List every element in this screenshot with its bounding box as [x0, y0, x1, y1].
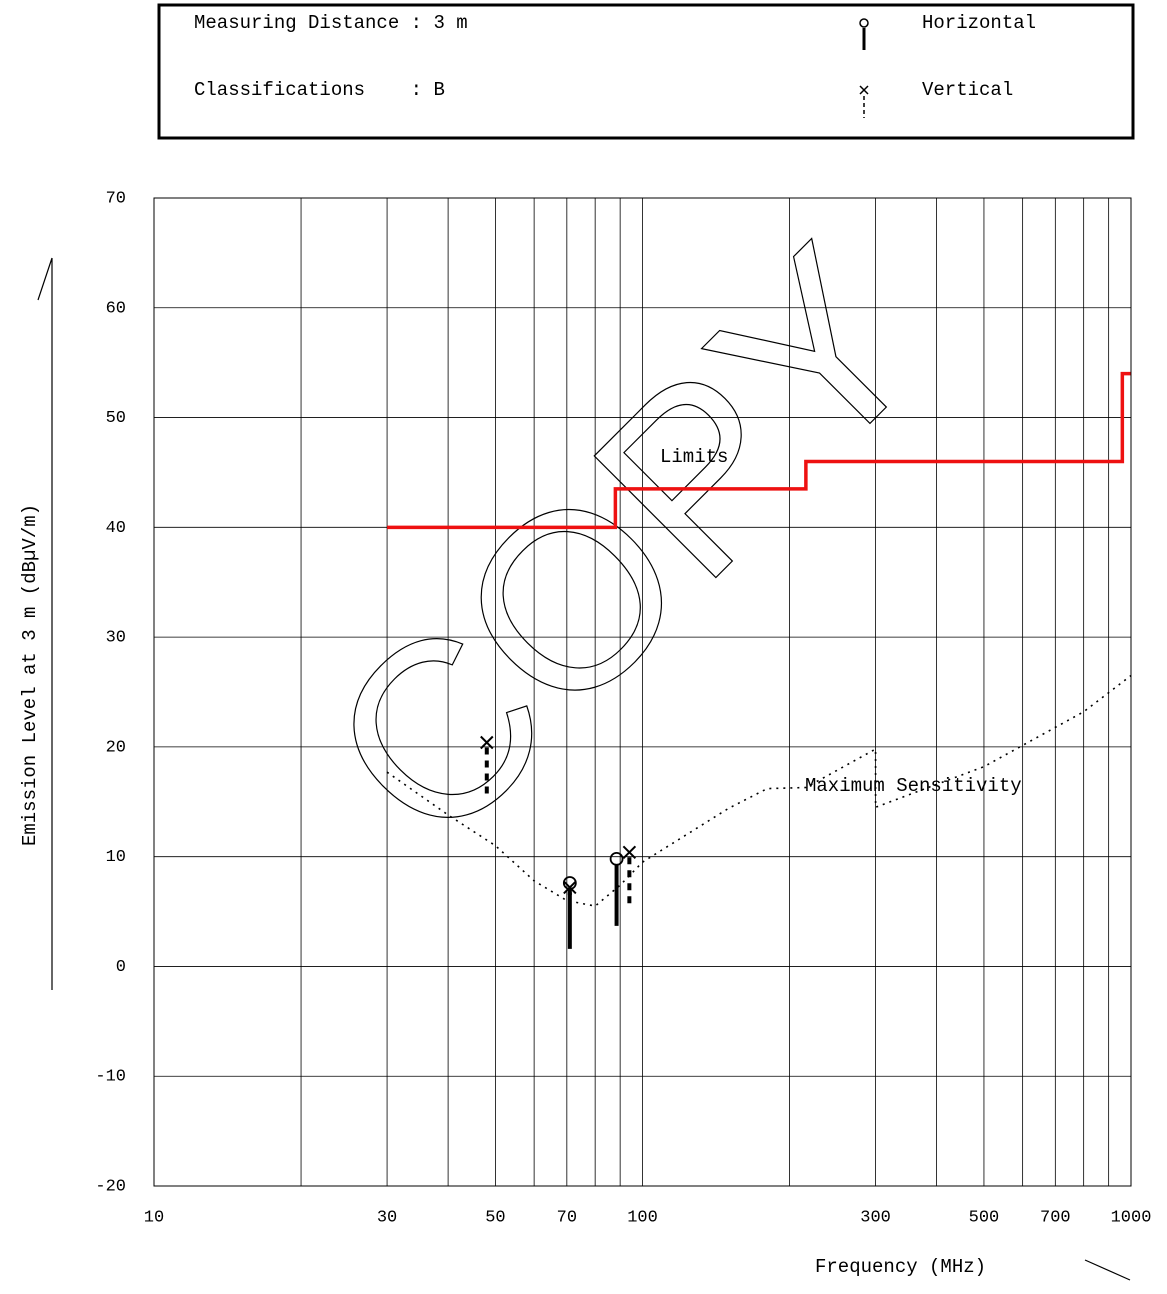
y-tick-label: 30	[106, 629, 126, 648]
x-tick-label: 50	[485, 1208, 505, 1227]
y-tick-label: 50	[106, 409, 126, 428]
y-tick-label: 40	[106, 519, 126, 538]
legend-symbol	[859, 85, 869, 95]
measurement-marker	[562, 876, 577, 890]
x-tick-label: 1000	[1111, 1208, 1152, 1227]
info-text: Classifications : B	[194, 79, 445, 101]
measurement-marker	[609, 851, 624, 866]
x-tick-label: 500	[969, 1208, 1000, 1227]
x-tick-label: 100	[627, 1208, 658, 1227]
measurement-marker	[622, 845, 637, 859]
x-tick-label: 70	[557, 1208, 577, 1227]
legend-symbol	[859, 18, 869, 28]
line-label: Limits	[660, 446, 728, 468]
legend-label: Vertical	[922, 79, 1013, 101]
legend-label: Horizontal	[922, 12, 1036, 34]
y-tick-label: 10	[106, 848, 126, 867]
axis-decoration	[1084, 1259, 1131, 1281]
limit-line	[386, 674, 1132, 907]
y-tick-label: -10	[95, 1068, 126, 1087]
x-tick-label: 10	[144, 1208, 164, 1227]
x-tick-label: 30	[377, 1208, 397, 1227]
measurement-marker	[563, 880, 577, 895]
legend-box	[157, 3, 1135, 140]
info-text: Measuring Distance : 3 m	[194, 12, 468, 34]
x-tick-label: 300	[860, 1208, 891, 1227]
limit-line	[387, 371, 1131, 530]
y-axis-label: Emission Level at 3 m (dBµV/m)	[19, 504, 41, 846]
y-tick-label: 0	[116, 958, 126, 977]
x-axis-label: Frequency (MHz)	[815, 1256, 986, 1278]
x-tick-label: 700	[1040, 1208, 1071, 1227]
measurement-marker	[480, 735, 494, 750]
line-label: Maximum Sensitivity	[805, 775, 1022, 797]
axis-decoration	[37, 257, 53, 990]
y-tick-label: 70	[106, 189, 126, 208]
plot-frame	[153, 197, 1132, 1187]
y-tick-label: 60	[106, 299, 126, 318]
y-tick-label: 20	[106, 738, 126, 757]
y-tick-label: -20	[95, 1177, 126, 1196]
